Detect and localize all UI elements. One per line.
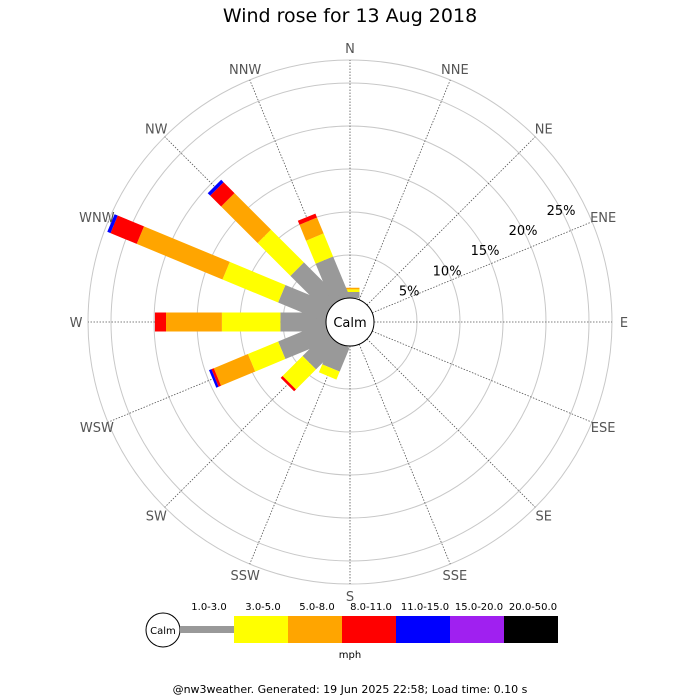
ring-label-20: 20% — [509, 224, 538, 239]
bar-w-8.0-11.0 — [154, 312, 166, 332]
direction-label-ssw: SSW — [230, 569, 260, 584]
spoke-ssw — [249, 344, 342, 565]
legend-unit: mph — [339, 650, 361, 661]
legend-swatch-11.0-15.0 — [396, 616, 450, 643]
bar-w-3.0-5.0 — [221, 312, 281, 332]
ring-label-15: 15% — [471, 244, 500, 259]
bar-wnw-5.0-8.0 — [136, 226, 230, 280]
legend-swatch-8.0-11.0 — [342, 616, 396, 643]
direction-label-wsw: WSW — [80, 421, 114, 436]
bar-nw-8.0-11.0 — [210, 182, 235, 207]
calm-circle: Calm — [325, 297, 375, 347]
legend-label-5.0-8.0: 5.0-8.0 — [299, 602, 334, 613]
bar-nnw-5.0-8.0 — [299, 217, 324, 241]
legend-label-8.0-11.0: 8.0-11.0 — [350, 602, 392, 613]
spoke-nne — [358, 79, 451, 300]
ring-labels: 5% 10% 15% 20% 25% — [399, 204, 576, 300]
direction-label-ene: ENE — [590, 211, 616, 226]
spoke-se — [366, 338, 536, 508]
bar-wsw-11.0-15.0 — [209, 369, 219, 388]
direction-label-s: S — [346, 590, 354, 605]
direction-label-nnw: NNW — [229, 63, 261, 78]
direction-label-wnw: WNW — [79, 211, 115, 226]
direction-label-ese: ESE — [591, 421, 616, 436]
direction-label-nne: NNE — [441, 63, 469, 78]
direction-label-w: W — [70, 316, 83, 331]
bar-nw-11.0-15.0 — [207, 179, 224, 196]
bar-wnw-1.0-3.0 — [278, 285, 332, 322]
bar-wnw-11.0-15.0 — [107, 214, 118, 234]
direction-label-ne: NE — [535, 122, 553, 137]
bar-nw-5.0-8.0 — [221, 193, 271, 243]
chart-title: Wind rose for 13 Aug 2018 — [222, 5, 478, 27]
bar-wnw-3.0-5.0 — [222, 261, 286, 303]
legend-swatch-3.0-5.0 — [234, 616, 288, 643]
footer-text: @nw3weather. Generated: 19 Jun 2025 22:5… — [172, 683, 528, 696]
calm-label: Calm — [333, 316, 366, 331]
spoke-ne — [366, 136, 536, 306]
bar-nnw-8.0-11.0 — [297, 213, 317, 225]
bar-wsw-3.0-5.0 — [247, 341, 286, 372]
wind-bars — [107, 179, 360, 392]
legend-label-3.0-5.0: 3.0-5.0 — [245, 602, 280, 613]
legend: Calm 1.0-3.0 3.0-5.0 5.0-8.0 8.0-11.0 11.0-1… — [145, 602, 558, 661]
bar-sw-1.0-3.0 — [302, 332, 340, 370]
bar-sw-3.0-5.0 — [282, 356, 316, 390]
direction-label-se: SE — [536, 510, 552, 525]
bar-nw-1.0-3.0 — [290, 262, 340, 312]
bar-wsw-1.0-3.0 — [278, 322, 332, 359]
legend-swatch-1.0-3.0 — [180, 626, 234, 633]
ring-label-10: 10% — [433, 264, 462, 279]
bar-nnw-3.0-5.0 — [306, 233, 334, 264]
direction-label-nw: NW — [145, 122, 168, 137]
ring-label-25: 25% — [547, 204, 576, 219]
legend-label-1.0-3.0: 1.0-3.0 — [191, 602, 226, 613]
spoke-sse — [358, 344, 451, 565]
direction-label-e: E — [620, 316, 628, 331]
bar-nw-3.0-5.0 — [257, 229, 304, 276]
bar-wsw-5.0-8.0 — [213, 354, 256, 386]
bar-ssw-3.0-5.0 — [318, 364, 340, 380]
legend-swatch-20.0-50.0 — [504, 616, 558, 643]
legend-calm-label: Calm — [150, 626, 176, 637]
spoke-ene — [372, 221, 593, 314]
legend-label-15.0-20.0: 15.0-20.0 — [455, 602, 503, 613]
bar-sw-8.0-11.0 — [280, 376, 296, 392]
bar-nnw-1.0-3.0 — [315, 256, 350, 304]
direction-labels: N NNE NE ENE E ESE SE SSE S SSW SW WSW W WNW NW NNW — [70, 42, 629, 605]
direction-label-sse: SSE — [442, 569, 467, 584]
bar-wsw-8.0-11.0 — [211, 368, 221, 387]
direction-label-n: N — [345, 42, 355, 57]
legend-swatch-5.0-8.0 — [288, 616, 342, 643]
direction-label-sw: SW — [146, 510, 167, 525]
legend-label-20.0-50.0: 20.0-50.0 — [509, 602, 557, 613]
spoke-ese — [372, 330, 593, 423]
legend-swatch-15.0-20.0 — [450, 616, 504, 643]
legend-label-11.0-15.0: 11.0-15.0 — [401, 602, 449, 613]
bar-w-5.0-8.0 — [166, 312, 222, 332]
ring-label-5: 5% — [399, 285, 420, 300]
grid-ring-25 — [110, 82, 590, 562]
bar-wnw-8.0-11.0 — [110, 215, 144, 244]
